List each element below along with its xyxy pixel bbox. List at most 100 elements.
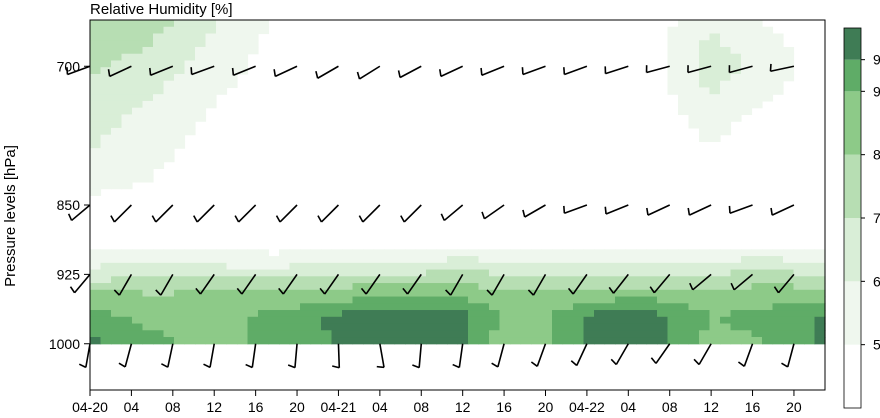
rh-cell (394, 296, 406, 304)
rh-cell (552, 316, 564, 325)
rh-cell (489, 303, 501, 311)
wind-barb-feather (236, 287, 243, 295)
rh-cell (90, 256, 102, 264)
rh-cell (121, 316, 133, 325)
rh-cell (688, 114, 700, 122)
rh-cell (363, 249, 375, 257)
rh-cell (730, 296, 742, 304)
x-tick-label: 04 (621, 399, 637, 415)
rh-cell (352, 262, 364, 271)
wind-barb-feather (728, 205, 731, 214)
colorbar-tick-label: 60 (873, 273, 880, 289)
wind-barb-staff (196, 204, 215, 223)
rh-cell (405, 289, 417, 298)
rh-cell (541, 323, 553, 331)
rh-cell (552, 337, 564, 345)
rh-cell (331, 323, 343, 331)
rh-cell (132, 53, 144, 62)
rh-cell (174, 73, 186, 82)
rh-cell (678, 296, 690, 304)
rh-cell (499, 283, 511, 291)
rh-cell (793, 283, 805, 291)
x-tick-label: 04-20 (72, 399, 108, 415)
rh-cell (195, 73, 207, 82)
wind-barb-feather (397, 70, 401, 78)
rh-cell (489, 337, 501, 345)
rh-cell (300, 269, 312, 277)
rh-cell (804, 249, 816, 257)
rh-cell (153, 262, 165, 271)
rh-cell (195, 330, 207, 338)
rh-cell (90, 316, 102, 325)
rh-cell (237, 249, 249, 257)
rh-cell (709, 127, 721, 136)
rh-cell (142, 276, 154, 284)
rh-cell (247, 337, 259, 345)
rh-cell (331, 330, 343, 338)
rh-cell (772, 256, 784, 264)
rh-cell (804, 289, 816, 298)
wind-barb-staff (279, 204, 298, 223)
wind-barb-staff (522, 65, 546, 76)
rh-cell (174, 33, 186, 41)
rh-cell (667, 276, 679, 284)
rh-cell (205, 20, 217, 28)
rh-cell (699, 26, 711, 35)
rh-cell (468, 249, 480, 257)
rh-cell (741, 323, 753, 331)
rh-cell (436, 283, 448, 291)
rh-cell (111, 323, 123, 331)
rh-cell (688, 296, 700, 304)
rh-cell (468, 303, 480, 311)
wind-barb-staff (251, 343, 257, 368)
rh-cell (426, 296, 438, 304)
rh-cell (657, 289, 669, 298)
rh-cell (772, 323, 784, 331)
rh-cell (132, 249, 144, 257)
rh-cell (205, 53, 217, 62)
rh-cell (499, 256, 511, 264)
rh-cell (720, 127, 732, 136)
rh-cell (667, 73, 679, 82)
rh-cell (216, 67, 228, 75)
wind-barb-feather (737, 361, 745, 367)
rh-cell (541, 303, 553, 311)
rh-cell (352, 269, 364, 277)
rh-cell (268, 262, 280, 271)
rh-cell (541, 337, 553, 345)
rh-cell (142, 94, 154, 102)
rh-cell (237, 269, 249, 277)
rh-cell (153, 53, 165, 62)
rh-cell (562, 249, 574, 257)
wind-barb-staff (406, 273, 422, 295)
rh-cell (751, 20, 763, 28)
rh-cell (657, 337, 669, 345)
rh-cell (499, 289, 511, 298)
rh-cell (205, 269, 217, 277)
rh-cell (499, 249, 511, 257)
rh-cell (709, 114, 721, 122)
rh-cell (615, 276, 627, 284)
rh-cell (657, 262, 669, 271)
rh-cell (184, 26, 196, 35)
rh-cell (153, 67, 165, 75)
rh-cell (688, 33, 700, 41)
rh-cell (132, 46, 144, 55)
rh-cell (741, 296, 753, 304)
rh-cell (646, 323, 658, 331)
rh-cell (321, 296, 333, 304)
wind-barb-feather (781, 362, 789, 368)
rh-cell (762, 262, 774, 271)
rh-cell (678, 269, 690, 277)
rh-cell (111, 114, 123, 122)
rh-cell (394, 323, 406, 331)
rh-cell (90, 330, 102, 338)
rh-cell (384, 310, 396, 318)
rh-cell (699, 262, 711, 271)
rh-cell (363, 269, 375, 277)
wind-barb-staff (483, 204, 505, 220)
rh-cell (184, 289, 196, 298)
rh-cell (216, 80, 228, 89)
rh-cell (300, 303, 312, 311)
rh-cell (814, 289, 826, 298)
